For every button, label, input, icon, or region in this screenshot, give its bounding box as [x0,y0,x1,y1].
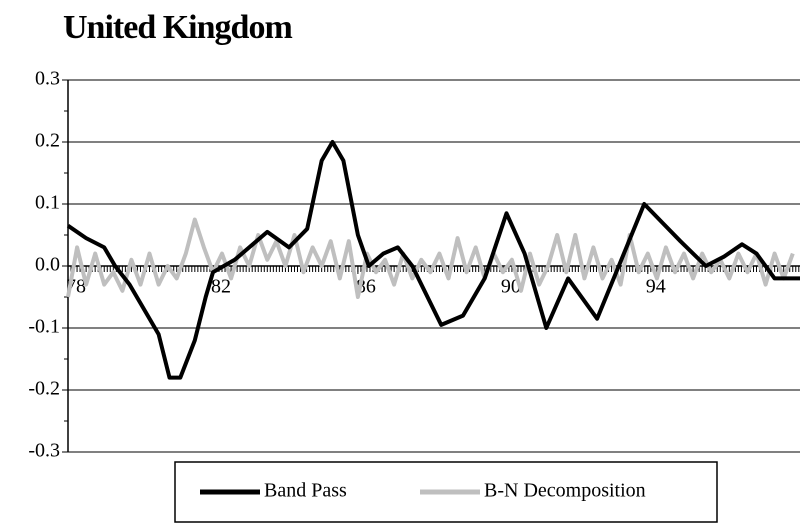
legend-label: B-N Decomposition [484,480,646,502]
y-tick-label: -0.1 [28,316,60,338]
chart-title: United Kingdom [63,9,292,46]
x-tick-label: 94 [646,276,666,298]
x-tick-label: 90 [501,276,521,298]
y-tick-label: 0.3 [35,68,60,90]
y-tick-label: 0.2 [35,130,60,152]
y-tick-label: 0.1 [35,192,60,214]
legend-label: Band Pass [264,480,347,502]
line-series [66,217,795,299]
line-series [66,140,800,380]
x-tick-label: 82 [211,276,231,298]
y-tick-label: -0.2 [28,378,60,400]
y-tick-label: -0.3 [28,440,60,462]
y-tick-label: 0.0 [35,254,60,276]
